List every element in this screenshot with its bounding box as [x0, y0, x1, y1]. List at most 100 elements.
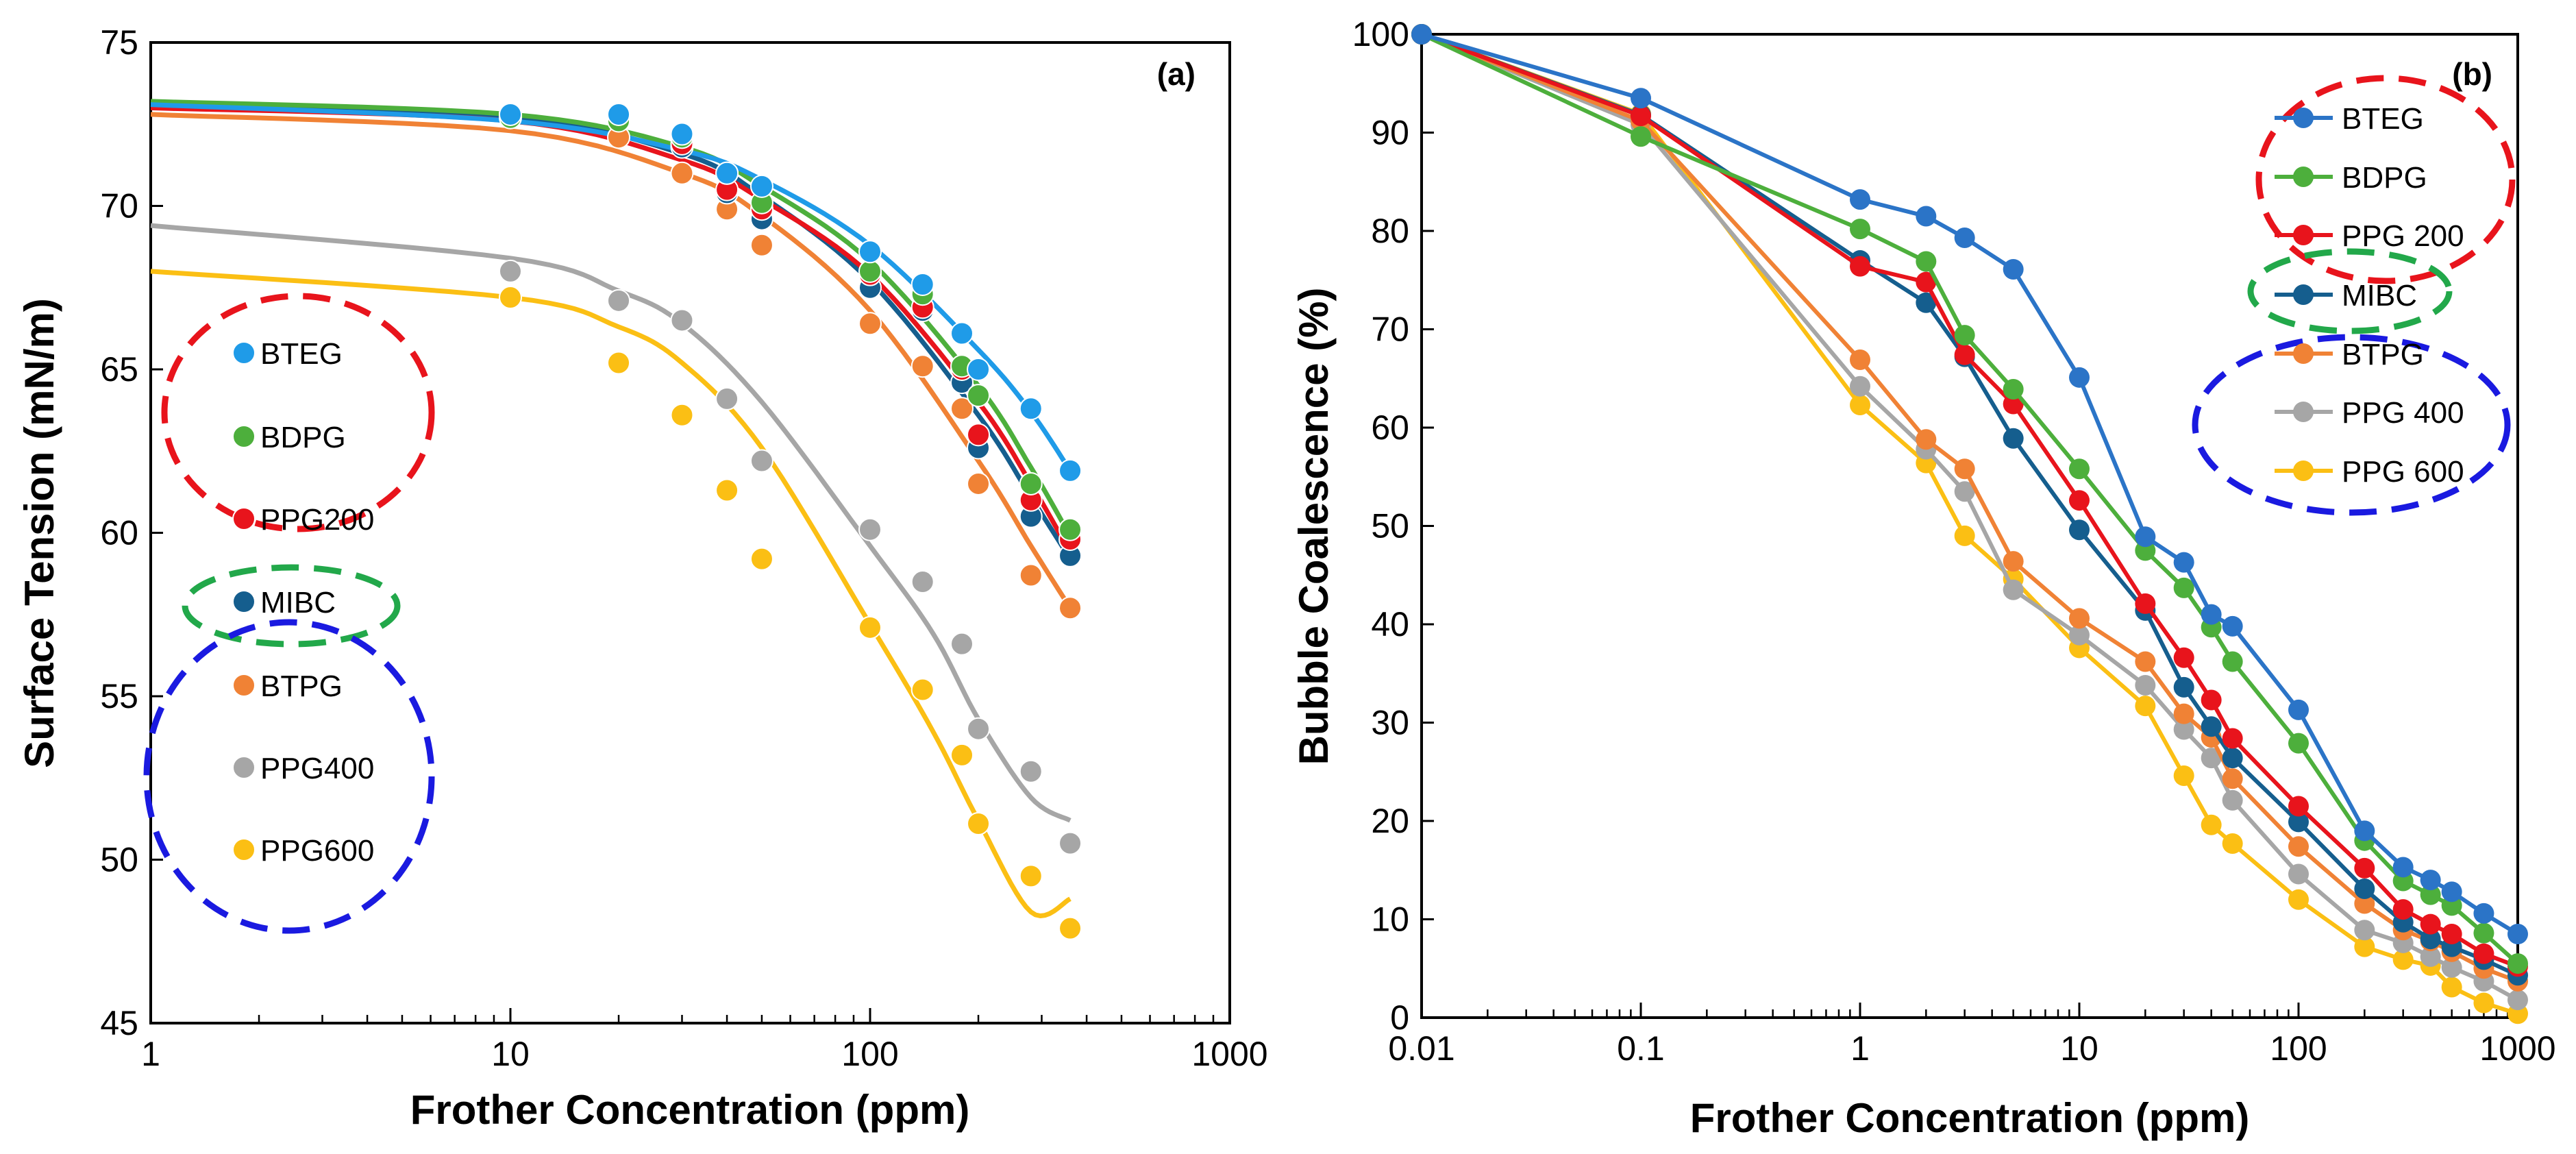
panel-b-point-bdpg — [2222, 651, 2243, 672]
panel-b-point-bdpg — [2173, 577, 2194, 598]
panel-b-x-axis-title: Frother Concentration (ppm) — [1690, 1095, 2250, 1141]
panel-b-legend-marker-bdpg — [2293, 167, 2314, 187]
panel-b-legend-label-ppg-600: PPG 600 — [2342, 455, 2464, 489]
panel-b-point-mibc — [2003, 428, 2024, 449]
panel-b-point-bteg — [1954, 228, 1975, 249]
panel-a-legend-label-ppg600: PPG600 — [260, 834, 374, 868]
panel-b-point-ppg-200 — [2069, 490, 2090, 511]
panel-a-point-btpg — [1019, 563, 1043, 587]
panel-a-y-tick-label: 45 — [100, 1004, 138, 1042]
panel-b-point-bteg — [2441, 881, 2462, 903]
panel-a-point-bteg — [607, 102, 631, 126]
panel-b-legend: BTEG BDPG PPG 200 MIBC BTPG PPG 400 PPG 600 — [2192, 75, 2516, 516]
panel-b-point-btpg — [2135, 651, 2156, 672]
panel-b-point-btpg — [2288, 836, 2309, 857]
panel-b-x-tick-label: 100 — [2270, 1029, 2327, 1068]
panel-a-x-tick-label: 100 — [841, 1035, 898, 1073]
panel-a-point-ppg200 — [967, 423, 991, 447]
panel-b-point-bdpg — [2473, 922, 2494, 944]
panel-b-point-bdpg — [1631, 126, 1651, 147]
panel-b-ellipse-blue — [2192, 334, 2511, 516]
panel-a-point-ppg400 — [1019, 759, 1043, 783]
panel-b-point-mibc — [1916, 292, 1937, 313]
panel-a-legend-marker-ppg200 — [232, 507, 256, 530]
panel-b-point-bdpg — [2003, 379, 2024, 400]
panel-a-point-ppg600 — [950, 743, 974, 767]
panel-a-x-axis-title: Frother Concentration (ppm) — [410, 1087, 970, 1133]
panel-b-legend-label-ppg-200: PPG 200 — [2342, 219, 2464, 253]
panel-a-x-tick-label: 1 — [141, 1035, 160, 1073]
panel-b-point-bteg — [2354, 820, 2375, 842]
panel-b-point-bteg — [2420, 870, 2441, 891]
panel-a-x-tick-label: 10 — [491, 1035, 530, 1073]
panel-b-point-bteg — [2288, 699, 2309, 720]
panel-b-point-bdpg — [2420, 884, 2441, 905]
panel-b-point-ppg-200 — [2354, 857, 2375, 879]
panel-a-ellipse-blue — [143, 619, 435, 934]
panel-a-fit-curve-btpg — [150, 112, 1073, 610]
panel-a-point-ppg400 — [750, 449, 773, 473]
panel-a-label: (a) — [1157, 56, 1196, 92]
panel-b-legend-marker-ppg-400 — [2293, 402, 2314, 422]
panel-b-legend-label-bdpg: BDPG — [2342, 161, 2427, 195]
panel-b-point-mibc — [2222, 748, 2243, 769]
panel-b-y-tick-label: 100 — [1352, 15, 1409, 53]
panel-b-point-ppg-200 — [2441, 924, 2462, 945]
panel-b-point-btpg — [2222, 768, 2243, 789]
panel-a-point-ppg600 — [670, 403, 694, 427]
panel-b-legend-label-mibc: MIBC — [2342, 279, 2417, 312]
panel-b-point-ppg-400 — [2173, 719, 2194, 740]
panel-b-point-ppg-400 — [2135, 674, 2156, 696]
panel-a-point-bteg — [670, 122, 694, 146]
panel-a-legend-label-bteg: BTEG — [260, 337, 343, 371]
panel-a-legend-label-ppg400: PPG400 — [260, 752, 374, 785]
panel-b-point-bdpg — [1850, 219, 1870, 240]
panel-b-point-btpg — [1954, 458, 1975, 480]
panel-a-point-btpg — [858, 312, 882, 336]
panel-a-legend-label-ppg200: PPG200 — [260, 503, 374, 537]
panel-a-fit-curve-ppg400 — [150, 223, 1072, 823]
panel-b-point-ppg-400 — [1850, 376, 1870, 397]
panel-b-point-btpg — [2173, 703, 2194, 724]
panel-a-point-bteg — [950, 321, 974, 345]
panel-a-point-bdpg — [967, 384, 991, 408]
panel-a-point-ppg400 — [499, 259, 522, 283]
panel-a-point-ppg400 — [607, 288, 631, 312]
panel-a-point-bdpg — [1019, 471, 1043, 495]
panel-b-y-tick-label: 20 — [1371, 802, 1409, 840]
panel-a-point-btpg — [1058, 596, 1082, 620]
panel-b-point-ppg-200 — [2288, 796, 2309, 817]
panel-b-y-tick-label: 70 — [1371, 310, 1409, 349]
panel-b-point-bteg — [2507, 924, 2528, 945]
panel-a-point-ppg600 — [750, 547, 773, 571]
panel-a-point-ppg400 — [911, 570, 934, 594]
panel-b-point-ppg-600 — [2441, 977, 2462, 998]
panel-b-x-tick-label: 0.01 — [1388, 1029, 1454, 1068]
panel-b-x-tick-label: 1 — [1850, 1029, 1870, 1068]
panel-a-legend-marker-btpg — [232, 674, 256, 697]
panel-b-x-tick-label: 10 — [2060, 1029, 2098, 1068]
panel-b-x-tick-label: 1000 — [2479, 1029, 2555, 1068]
panel-a-y-tick-label: 50 — [100, 841, 138, 879]
panel-b-point-ppg-400 — [1954, 481, 1975, 502]
panel-a-legend-marker-mibc — [232, 590, 256, 613]
panel-a-point-bteg — [911, 272, 934, 296]
panel-a-y-tick-label: 60 — [100, 514, 138, 552]
panel-b-ellipse-green — [2247, 248, 2453, 334]
panel-a-point-ppg400 — [670, 308, 694, 332]
panel-b-label: (b) — [2452, 56, 2492, 92]
panel-a-point-ppg400 — [1058, 831, 1082, 855]
panel-b-y-tick-label: 50 — [1371, 507, 1409, 545]
panel-b-point-bteg — [1411, 24, 1432, 45]
panel-a-ellipse-red — [161, 293, 435, 532]
panel-a-y-tick-label: 55 — [100, 677, 138, 715]
panel-a-legend-label-mibc: MIBC — [260, 586, 336, 619]
panel-b-point-ppg-400 — [2507, 990, 2528, 1011]
panel-b-ellipse-red — [2255, 75, 2516, 284]
panel-b-point-ppg-600 — [2354, 936, 2375, 957]
panel-b-legend-marker-bteg — [2293, 108, 2314, 128]
panel-b-point-bdpg — [2507, 953, 2528, 974]
panel-b-point-ppg-600 — [2135, 696, 2156, 717]
panel-b-point-btpg — [1850, 349, 1870, 370]
